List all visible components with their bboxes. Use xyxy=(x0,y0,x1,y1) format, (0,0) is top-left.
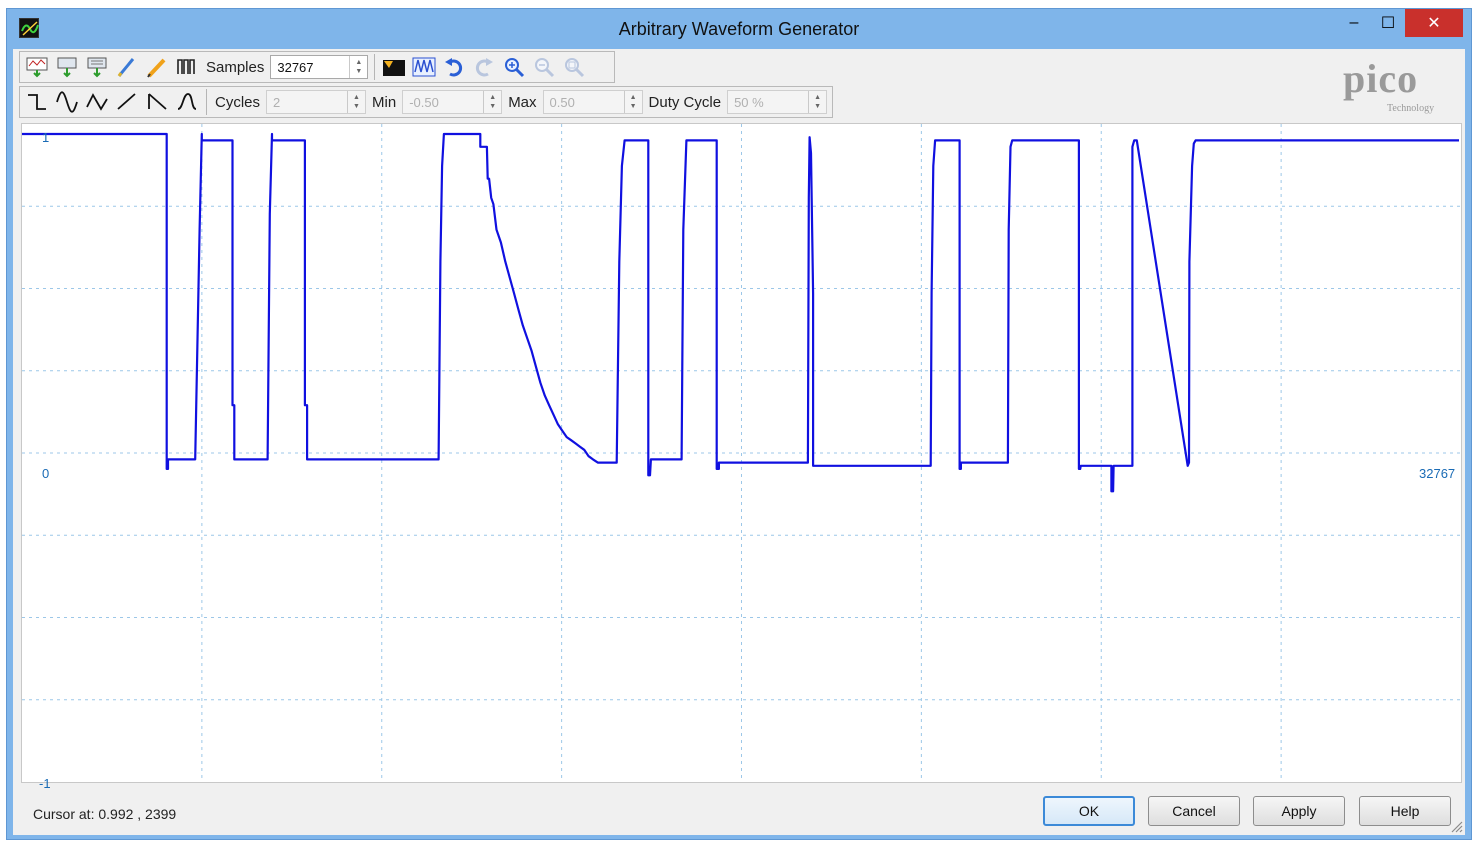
dialog-client: Samples ▲▼ xyxy=(13,49,1465,835)
zoom-in-icon[interactable] xyxy=(501,54,527,80)
pico-logo: pico Technology xyxy=(1343,55,1463,115)
samples-label: Samples xyxy=(206,58,265,76)
min-spin-arrows[interactable]: ▲ ▼ xyxy=(483,91,501,113)
waveform-trace[interactable] xyxy=(22,132,1459,493)
export-icon[interactable] xyxy=(54,54,80,80)
square-wave-icon[interactable] xyxy=(24,89,50,115)
pencil-icon[interactable] xyxy=(144,54,170,80)
waveform-canvas[interactable] xyxy=(22,124,1461,782)
max-spin-arrows[interactable]: ▲ ▼ xyxy=(623,91,642,113)
y-bottom-label: -1 xyxy=(39,776,51,791)
waveform-plot[interactable]: 1 0 -1 32767 xyxy=(21,123,1462,791)
resize-grip-icon[interactable] xyxy=(1449,819,1463,833)
pen-icon[interactable] xyxy=(114,54,140,80)
cycles-label: Cycles xyxy=(215,93,261,111)
cycles-input[interactable] xyxy=(267,91,348,113)
awg-window: Arbitrary Waveform Generator – ☐ ✕ xyxy=(6,8,1472,840)
bars-icon[interactable] xyxy=(174,54,200,80)
duty-cycle-spin-arrows[interactable]: ▲ ▼ xyxy=(808,91,826,113)
grid xyxy=(22,124,1461,782)
x-max-label: 32767 xyxy=(1419,466,1456,481)
gaussian-icon[interactable] xyxy=(174,89,200,115)
max-spinner[interactable]: ▲▼ xyxy=(542,90,643,114)
close-button[interactable]: ✕ xyxy=(1405,9,1463,37)
export-alt-icon[interactable] xyxy=(84,54,110,80)
duty-cycle-input[interactable] xyxy=(728,91,809,113)
sine-wave-icon[interactable] xyxy=(54,89,80,115)
samples-input[interactable] xyxy=(271,56,350,78)
y-zero-label: 0 xyxy=(42,466,50,481)
title-bar[interactable]: Arbitrary Waveform Generator – ☐ ✕ xyxy=(7,9,1471,49)
zoom-out-icon[interactable] xyxy=(531,54,557,80)
help-button[interactable]: Help xyxy=(1359,796,1451,826)
min-spinner[interactable]: ▲▼ xyxy=(402,90,503,114)
duty-cycle-spinner[interactable]: ▲▼ xyxy=(727,90,828,114)
cancel-button[interactable]: Cancel xyxy=(1148,796,1240,826)
apply-button[interactable]: Apply xyxy=(1253,796,1345,826)
min-input[interactable] xyxy=(403,91,484,113)
samples-spinner[interactable]: ▲▼ xyxy=(270,55,369,79)
zoom-fit-icon[interactable] xyxy=(561,54,587,80)
window-title: Arbitrary Waveform Generator xyxy=(618,19,860,39)
shape-toolbar: Cycles ▲▼ Min ▲▼ Max ▲▼ Duty Cycle ▲▼ xyxy=(19,86,833,118)
toolbar-separator xyxy=(374,54,376,80)
ok-button[interactable]: OK xyxy=(1043,796,1135,826)
y-top-label: 1 xyxy=(42,130,50,145)
max-label: Max xyxy=(508,93,537,111)
cycles-spin-arrows[interactable]: ▲ ▼ xyxy=(347,91,365,113)
fit-icon[interactable] xyxy=(381,54,407,80)
maximize-button[interactable]: ☐ xyxy=(1380,15,1396,32)
import-icon[interactable] xyxy=(24,54,50,80)
undo-icon[interactable] xyxy=(441,54,467,80)
duty-cycle-label: Duty Cycle xyxy=(648,93,722,111)
main-toolbar: Samples ▲▼ xyxy=(19,51,615,83)
waveform-icon[interactable] xyxy=(411,54,437,80)
ramp-down-icon[interactable] xyxy=(144,89,170,115)
max-input[interactable] xyxy=(543,91,624,113)
cycles-spinner[interactable]: ▲▼ xyxy=(266,90,367,114)
minimize-button[interactable]: – xyxy=(1349,14,1359,31)
min-label: Min xyxy=(372,93,397,111)
cursor-status: Cursor at: 0.992 , 2399 xyxy=(33,806,177,822)
redo-icon[interactable] xyxy=(471,54,497,80)
samples-spin-arrows[interactable]: ▲ ▼ xyxy=(349,56,367,78)
toolbar-separator xyxy=(206,89,207,115)
triangle-wave-icon[interactable] xyxy=(84,89,110,115)
ramp-up-icon[interactable] xyxy=(114,89,140,115)
logo-subtext: Technology xyxy=(1387,103,1435,114)
app-icon[interactable] xyxy=(19,18,39,38)
logo-text: pico xyxy=(1343,56,1419,101)
